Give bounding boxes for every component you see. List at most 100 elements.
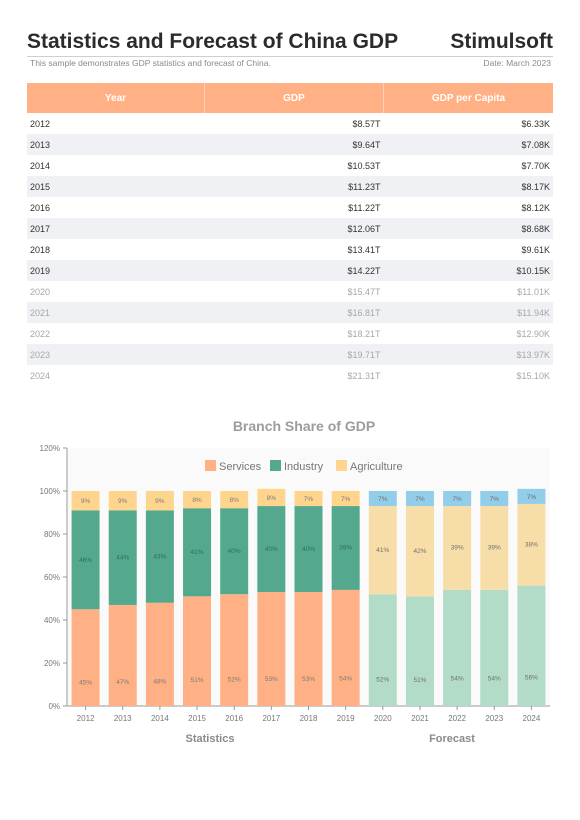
data-label: 39% [339,545,352,552]
cell-year: 2013 [27,134,205,155]
legend-label-services: Services [219,461,262,473]
cell-gdp-per-capita: $7.08K [383,134,553,155]
data-label: 7% [304,496,314,503]
table-row: 2022 $18.21T $12.90K [27,323,553,344]
data-label: 53% [265,676,278,683]
cell-gdp-per-capita: $6.33K [521,118,550,129]
data-label: 53% [302,676,315,683]
bar-industry-2023 [480,506,509,590]
bar-industry-2019 [331,506,360,590]
cell-gdp-per-capita: $7.70K [521,160,550,171]
column-header-gdp-per-capita: GDP per Capita [383,83,553,113]
cell-gdp: $21.31T [347,370,381,381]
cell-year: 2014 [30,160,51,171]
table-row: 2017 $12.06T $8.68K [27,218,553,239]
cell-year: 2019 [27,260,205,281]
bar-agriculture-2016 [220,491,249,509]
bar-services-2018 [294,592,323,706]
data-label: 51% [413,677,426,684]
bar-industry-2014 [145,510,174,603]
report-subtitle: This sample demonstrates GDP statistics … [30,58,271,68]
bar-agriculture-2017 [257,488,286,507]
table-row: 2023 $19.71T $13.97K [27,344,553,365]
y-tick-label: 80% [44,530,60,539]
cell-gdp-per-capita: $15.10K [516,370,550,381]
data-label: 47% [116,679,129,686]
bar-industry-2020 [368,506,397,595]
table-row: 2012 $8.57T $6.33K [27,113,553,134]
y-tick-label: 40% [44,616,60,625]
data-label: 7% [341,496,351,503]
data-label: 7% [378,496,388,503]
data-label: 48% [153,678,166,685]
cell-year: 2018 [30,244,51,255]
x-tick-label: 2014 [151,714,169,723]
bar-agriculture-2021 [405,491,434,507]
data-label: 42% [413,548,426,555]
cell-year: 2016 [30,202,51,213]
legend-swatch-agriculture [336,460,347,471]
bar-services-2017 [257,592,286,706]
data-label: 8% [267,495,277,502]
bar-services-2012 [71,609,100,706]
data-label: 40% [265,546,278,553]
bar-industry-2024 [517,503,546,586]
data-label: 39% [488,545,501,552]
data-label: 41% [191,549,204,556]
data-label: 43% [153,553,166,560]
legend-label-agriculture: Agriculture [350,461,403,473]
cell-gdp: $9.64T [204,134,384,155]
legend-label-industry: Industry [284,461,324,473]
table-row: 2013 $9.64T $7.08K [27,134,553,155]
bar-agriculture-2022 [443,491,472,507]
bar-services-2021 [405,596,434,706]
table-row: 2016 $11.22T $8.12K [27,197,553,218]
bar-industry-2012 [71,510,100,610]
y-tick-label: 20% [44,659,60,668]
chart-title: Branch Share of GDP [233,418,375,434]
x-tick-label: 2020 [374,714,392,723]
column-header-gdp: GDP [204,83,384,113]
cell-gdp-per-capita: $9.61K [521,244,550,255]
bar-agriculture-2014 [145,491,174,511]
cell-year: 2017 [27,218,205,239]
group-label-forecast: Forecast [429,733,475,745]
x-tick-label: 2012 [77,714,95,723]
table-row: 2021 $16.81T $11.94K [27,302,553,323]
x-tick-label: 2018 [300,714,318,723]
bar-agriculture-2013 [108,491,137,511]
cell-year: 2021 [27,302,205,323]
data-label: 46% [79,557,92,564]
table-row: 2018 $13.41T $9.61K [27,239,553,260]
data-label: 52% [376,676,389,683]
data-label: 39% [451,545,464,552]
report-date: Date: March 2023 [483,58,551,68]
x-tick-label: 2021 [411,714,429,723]
cell-gdp-per-capita: $11.01K [517,286,550,297]
bar-services-2016 [220,594,249,706]
x-tick-label: 2016 [225,714,243,723]
bar-services-2015 [183,596,212,706]
data-label: 7% [527,494,537,501]
data-label: 41% [376,547,389,554]
data-label: 7% [490,496,500,503]
cell-year: 2024 [30,370,51,381]
bar-industry-2017 [257,506,286,593]
bar-services-2022 [443,589,472,706]
data-label: 9% [155,498,165,505]
bar-services-2020 [368,594,397,706]
bar-services-2019 [331,589,360,706]
legend-swatch-services [205,460,216,471]
bar-agriculture-2015 [183,491,212,509]
bar-industry-2013 [108,510,137,605]
cell-gdp-per-capita: $11.94K [383,302,553,323]
data-label: 7% [452,496,462,503]
cell-gdp: $16.81T [204,302,384,323]
cell-gdp: $11.22T [348,202,381,213]
cell-year: 2022 [30,328,51,339]
data-label: 54% [339,675,352,682]
group-label-statistics: Statistics [186,733,235,745]
bar-agriculture-2020 [368,491,397,507]
y-tick-label: 60% [44,573,60,582]
bar-agriculture-2018 [294,491,323,507]
